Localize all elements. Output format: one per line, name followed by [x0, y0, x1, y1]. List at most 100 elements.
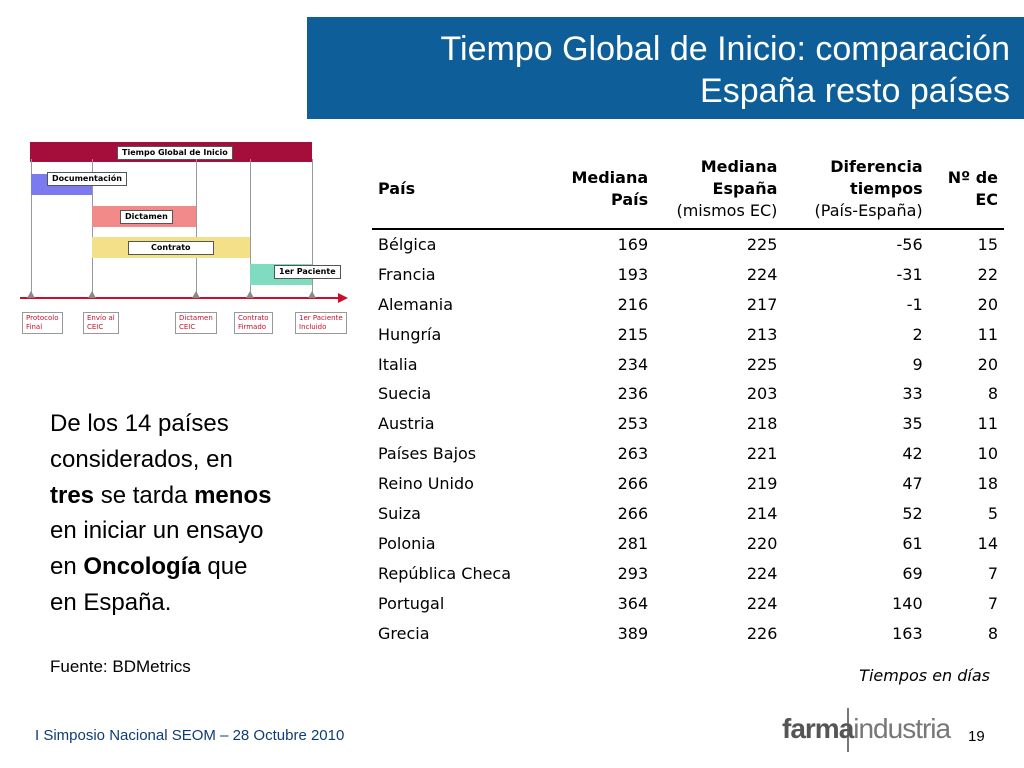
milestone-marker-icon [192, 291, 200, 298]
cell-diferencia: 9 [783, 350, 928, 380]
header-text: Mediana [701, 157, 778, 176]
cell-pais: Austria [372, 409, 543, 439]
summary-emphasis: menos [194, 482, 271, 509]
cell-num-ec: 18 [929, 469, 1004, 499]
cell-mediana-espana: 213 [654, 320, 783, 350]
timeline-guide [196, 159, 197, 297]
cell-mediana-pais: 215 [543, 320, 655, 350]
cell-diferencia: 35 [783, 409, 928, 439]
milestone-marker-icon [88, 291, 96, 298]
cell-mediana-pais: 293 [543, 559, 655, 589]
diagram-header-label: Tiempo Global de Inicio [117, 146, 233, 160]
header-pais: País [372, 150, 543, 229]
cell-mediana-pais: 193 [543, 260, 655, 290]
cell-mediana-pais: 169 [543, 229, 655, 260]
timeline-axis [20, 297, 340, 299]
cell-diferencia: 140 [783, 589, 928, 619]
cell-pais: Italia [372, 350, 543, 380]
table-row: Reino Unido 266 219 47 18 [372, 469, 1004, 499]
timeline-arrow-icon [338, 293, 348, 303]
header-text: País [378, 179, 415, 198]
cell-diferencia: 47 [783, 469, 928, 499]
cell-diferencia: 52 [783, 499, 928, 529]
cell-mediana-pais: 281 [543, 529, 655, 559]
bar-label-documentacion: Documentación [47, 172, 127, 186]
bar-label-1er-paciente: 1er Paciente [274, 265, 341, 279]
cell-mediana-pais: 266 [543, 499, 655, 529]
milestone-protocolo-final: Protocolo Final [22, 312, 63, 334]
cell-mediana-espana: 224 [654, 559, 783, 589]
cell-diferencia: -1 [783, 290, 928, 320]
summary-line: tres se tarda menos [50, 478, 350, 514]
milestone-contrato-firmado: Contrato Firmado [234, 312, 273, 334]
cell-num-ec: 15 [929, 229, 1004, 260]
cell-pais: Hungría [372, 320, 543, 350]
cell-num-ec: 7 [929, 559, 1004, 589]
cell-pais: Países Bajos [372, 439, 543, 469]
cell-mediana-espana: 221 [654, 439, 783, 469]
summary-text-fragment: en [50, 553, 83, 580]
cell-pais: Grecia [372, 619, 543, 649]
cell-mediana-pais: 216 [543, 290, 655, 320]
cell-num-ec: 8 [929, 619, 1004, 649]
header-text: País [611, 190, 648, 209]
milestone-marker-icon [246, 291, 254, 298]
cell-mediana-pais: 263 [543, 439, 655, 469]
cell-diferencia: -31 [783, 260, 928, 290]
table-row: Portugal 364 224 140 7 [372, 589, 1004, 619]
cell-diferencia: 33 [783, 379, 928, 409]
summary-line: en iniciar un ensayo [50, 513, 350, 549]
header-text: España [713, 179, 778, 198]
cell-mediana-pais: 266 [543, 469, 655, 499]
cell-mediana-espana: 224 [654, 260, 783, 290]
slide-title-line2: España resto países [307, 70, 1010, 112]
header-text: Nº de [948, 168, 998, 187]
milestone-marker-icon [308, 291, 316, 298]
table-row: Hungría 215 213 2 11 [372, 320, 1004, 350]
header-mediana-espana: Mediana España (mismos EC) [654, 150, 783, 229]
table-row: Polonia 281 220 61 14 [372, 529, 1004, 559]
cell-num-ec: 20 [929, 350, 1004, 380]
logo-bold-text: farma [782, 713, 853, 744]
timeline-diagram: Tiempo Global de Inicio Documentación Di… [20, 140, 360, 340]
cell-diferencia: 61 [783, 529, 928, 559]
cell-num-ec: 11 [929, 409, 1004, 439]
cell-num-ec: 14 [929, 529, 1004, 559]
header-text: tiempos [850, 179, 923, 198]
cell-diferencia: 42 [783, 439, 928, 469]
cell-mediana-espana: 217 [654, 290, 783, 320]
cell-pais: Francia [372, 260, 543, 290]
cell-pais: República Checa [372, 559, 543, 589]
header-subtext: (mismos EC) [676, 201, 777, 220]
cell-num-ec: 5 [929, 499, 1004, 529]
cell-mediana-espana: 220 [654, 529, 783, 559]
cell-num-ec: 7 [929, 589, 1004, 619]
cell-num-ec: 20 [929, 290, 1004, 320]
bar-label-contrato: Contrato [128, 241, 214, 255]
cell-num-ec: 11 [929, 320, 1004, 350]
logo-light-text: industria [853, 713, 950, 744]
cell-mediana-espana: 203 [654, 379, 783, 409]
cell-pais: Polonia [372, 529, 543, 559]
summary-line: considerados, en [50, 442, 350, 478]
summary-text-fragment: se tarda [94, 482, 194, 509]
cell-pais: Portugal [372, 589, 543, 619]
summary-line: en Oncología que [50, 549, 350, 585]
table-row: Italia 234 225 9 20 [372, 350, 1004, 380]
cell-mediana-pais: 364 [543, 589, 655, 619]
cell-diferencia: 163 [783, 619, 928, 649]
header-text: EC [975, 190, 998, 209]
footer-event: I Simposio Nacional SEOM – 28 Octubre 20… [35, 727, 344, 744]
cell-mediana-espana: 225 [654, 229, 783, 260]
cell-mediana-espana: 224 [654, 589, 783, 619]
page-number: 19 [968, 728, 985, 745]
cell-pais: Suecia [372, 379, 543, 409]
cell-pais: Bélgica [372, 229, 543, 260]
slide-title-line1: Tiempo Global de Inicio: comparación [307, 28, 1010, 70]
table-row: Alemania 216 217 -1 20 [372, 290, 1004, 320]
cell-mediana-pais: 236 [543, 379, 655, 409]
table-row: República Checa 293 224 69 7 [372, 559, 1004, 589]
cell-num-ec: 22 [929, 260, 1004, 290]
header-text: Mediana [571, 168, 648, 187]
table-row: Francia 193 224 -31 22 [372, 260, 1004, 290]
